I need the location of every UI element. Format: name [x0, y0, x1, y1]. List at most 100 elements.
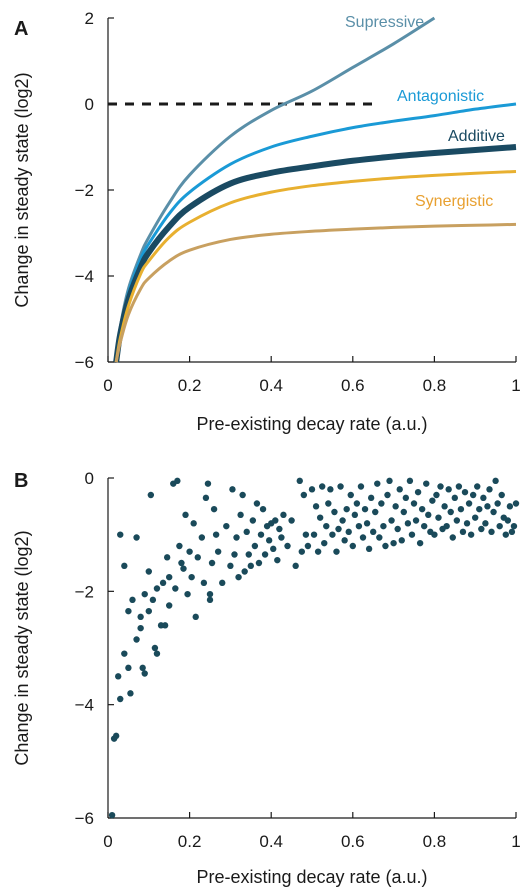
scatter-point	[259, 505, 267, 513]
scatter-point	[441, 503, 448, 510]
scatter-point	[496, 522, 503, 530]
scatter-point	[159, 579, 167, 587]
scatter-point	[478, 525, 485, 533]
scatter-point	[472, 514, 479, 521]
scatter-point	[190, 520, 197, 527]
scatter-point	[484, 503, 491, 510]
scatter-point	[288, 517, 295, 524]
scatter-point	[447, 508, 454, 516]
scatter-point	[474, 483, 481, 490]
scatter-point	[431, 531, 438, 538]
scatter-point	[508, 528, 516, 536]
scatter-point	[208, 559, 216, 567]
y-axis-label: Change in steady state (log2)	[12, 72, 32, 307]
x-axis-label: Pre-existing decay rate (a.u.)	[196, 867, 427, 887]
scatter-point	[316, 514, 324, 521]
scatter-point	[421, 522, 428, 530]
x-tick-label: 0.4	[259, 832, 283, 851]
scatter-point	[149, 596, 157, 604]
scatter-point	[451, 494, 458, 502]
scatter-point	[257, 531, 265, 538]
scatter-point	[343, 505, 350, 513]
scatter-point	[186, 548, 193, 555]
scatter-point	[319, 483, 326, 490]
panel-letter: A	[14, 18, 28, 40]
scatter-point	[480, 494, 487, 502]
scatter-point	[184, 590, 191, 598]
scatter-point	[153, 585, 161, 592]
panel-b: 0 0.2 0.4 0.6 0.8 1 −6 −4 −2 0 Pre-existing decay …	[12, 469, 521, 887]
scatter-point	[219, 579, 226, 587]
scatter-point	[292, 562, 299, 570]
scatter-point	[198, 534, 206, 541]
scatter-point	[182, 511, 189, 519]
scatter-point	[412, 517, 420, 524]
scatter-point	[378, 500, 385, 507]
scatter-point	[392, 503, 399, 510]
scatter-point	[278, 534, 285, 541]
scatter-point	[276, 525, 283, 533]
y-tick-label: −6	[75, 809, 94, 828]
scatter-point	[351, 511, 359, 519]
scatter-point	[365, 545, 373, 553]
scatter-point	[141, 670, 148, 677]
panel-a: 0 0.2 0.4 0.6 0.8 1 −6 −4 −2 0 2 Pre-existing decay…	[12, 9, 521, 434]
scatter-point	[445, 486, 452, 493]
y-tick-label: 2	[85, 9, 94, 28]
scatter-point	[272, 517, 279, 524]
scatter-point	[166, 573, 173, 581]
x-tick-label: 1	[511, 376, 520, 395]
scatter-point	[139, 664, 146, 672]
scatter-point	[188, 573, 195, 581]
scatter-point	[296, 477, 303, 485]
scatter-point	[121, 650, 128, 657]
scatter-point	[127, 690, 134, 697]
scatter-point	[243, 528, 250, 536]
scatter-point	[488, 528, 495, 536]
scatter-point	[249, 517, 257, 524]
scatter-point	[280, 511, 287, 519]
scatter-point	[253, 500, 261, 507]
scatter-point	[265, 537, 273, 544]
scatter-point	[251, 542, 259, 550]
scatter-point	[402, 494, 410, 502]
scatter-point	[115, 673, 122, 680]
scatter-point	[300, 491, 308, 499]
scatter-point	[137, 624, 144, 632]
scatter-point	[178, 559, 185, 567]
scatter-point	[372, 508, 379, 516]
scatter-point	[449, 534, 456, 541]
y-tick-label: −2	[75, 181, 94, 200]
scatter-point	[166, 602, 173, 609]
scatter-point	[492, 477, 499, 485]
scatter-point	[363, 520, 371, 527]
scatter-point	[418, 505, 426, 513]
series-line-synergistic	[114, 170, 517, 363]
scatter-point	[233, 534, 240, 541]
scatter-point	[465, 500, 473, 507]
scatter-point	[510, 522, 518, 530]
scatter-point	[304, 542, 312, 550]
x-tick-label: 0.6	[341, 832, 365, 851]
scatter-point	[298, 548, 305, 555]
scatter-point	[349, 542, 356, 550]
scatter-point	[461, 488, 469, 496]
scatter-point	[194, 554, 201, 561]
scatter-point	[459, 528, 467, 536]
scatter-point	[163, 554, 171, 561]
scatter-point	[435, 514, 442, 521]
scatter-point	[376, 534, 383, 541]
scatter-point	[323, 522, 330, 530]
scatter-point	[121, 562, 128, 570]
scatter-point	[498, 491, 505, 499]
panels: 0 0.2 0.4 0.6 0.8 1 −6 −4 −2 0 2 Pre-existing decay…	[12, 9, 521, 887]
scatter-point	[235, 573, 242, 581]
scatter-point	[321, 539, 328, 547]
scatter-point	[355, 522, 363, 530]
y-tick-label: −2	[75, 582, 94, 601]
x-axis-label: Pre-existing decay rate (a.u.)	[196, 414, 427, 434]
y-tick-label: 0	[85, 469, 94, 488]
scatter-point	[400, 508, 407, 516]
x-tick-label: 0	[103, 832, 112, 851]
scatter-point	[463, 520, 471, 527]
